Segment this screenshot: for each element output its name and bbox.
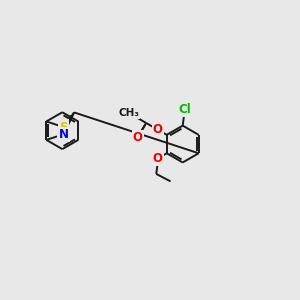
Text: O: O (133, 131, 143, 144)
Text: Cl: Cl (178, 103, 191, 116)
Text: CH₃: CH₃ (118, 108, 139, 118)
Text: O: O (153, 152, 163, 165)
Text: O: O (153, 123, 163, 136)
Text: S: S (59, 121, 68, 134)
Text: N: N (58, 128, 68, 141)
